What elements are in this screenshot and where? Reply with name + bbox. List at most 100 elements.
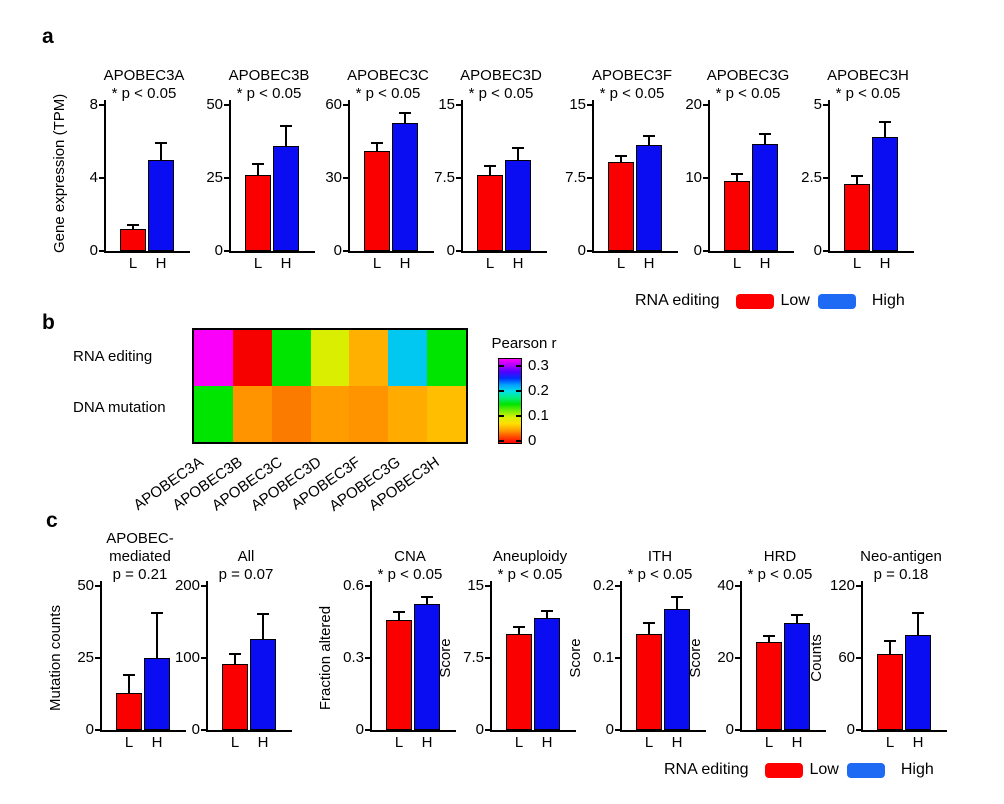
heatmap-cell-RNA-editing-APOBEC3B (232, 330, 272, 386)
error-whisker-H (764, 133, 766, 145)
y-axis-tick (735, 657, 740, 659)
x-axis (740, 730, 826, 732)
x-tick-label: H (879, 255, 891, 272)
plot-area: 0 7.5 15 L H (434, 96, 547, 272)
error-cap-L (763, 634, 775, 637)
legend-label-high: High (871, 292, 905, 309)
y-tick-label: 7.5 (463, 649, 484, 666)
heatmap-cell-RNA-editing-APOBEC3F (349, 330, 389, 386)
error-whisker-H (156, 611, 158, 658)
y-axis-tick (365, 729, 370, 731)
plot-area: 0 7.5 15 L H (565, 96, 678, 272)
bar-low (636, 634, 662, 730)
error-cap-L (643, 622, 655, 624)
chart-title: All p = 0.07 (218, 548, 274, 583)
heatmap-cell-RNA-editing-APOBEC3A (194, 330, 233, 386)
error-cap-L (513, 626, 525, 629)
bar-high (534, 617, 560, 730)
x-tick-label: L (485, 255, 495, 272)
bar-low (116, 692, 142, 730)
y-axis-tick (343, 177, 348, 179)
y-tick-label: 200 (174, 577, 200, 594)
x-tick-label: L (644, 734, 654, 751)
error-cap-L (229, 652, 241, 655)
bar-high (250, 638, 276, 730)
panel-a-label: a (42, 25, 54, 48)
y-axis-tick (456, 177, 461, 179)
y-axis-tick (99, 250, 104, 252)
error-cap-L (615, 154, 627, 157)
bar-low (724, 180, 750, 251)
x-tick-label: H (399, 255, 411, 272)
colorbar-tick-label: 0.3 (528, 356, 549, 374)
x-axis (861, 730, 947, 732)
x-tick-label: H (541, 734, 553, 751)
x-tick-label: H (912, 734, 924, 751)
y-tick-label: 40 (717, 577, 734, 594)
y-tick-label: 100 (174, 649, 200, 666)
error-whisker-H (648, 135, 650, 145)
plot-area: 0 2.5 5 L H (801, 96, 914, 272)
error-whisker-H (917, 612, 919, 636)
bar-chart-ith: ITH * p < 0.05 0 0.1 0.2 L H Score (567, 524, 716, 764)
y-axis-tick (485, 585, 490, 587)
y-axis-tick (224, 104, 229, 106)
y-tick-label: 0 (846, 721, 855, 738)
heatmap-cell-DNA-mutation-APOBEC3C (271, 386, 311, 442)
bar-low (844, 183, 870, 251)
error-cap-L (123, 673, 135, 676)
y-tick-label: 0.2 (593, 577, 614, 594)
y-tick-label: 0 (725, 721, 734, 738)
y-axis-label: Score (687, 638, 704, 678)
y-axis-tick (735, 729, 740, 731)
error-whisker-L (257, 163, 259, 176)
y-tick-label: 0 (577, 242, 586, 259)
colorbar-tick-label: 0 (528, 432, 537, 450)
y-axis-label: Counts (808, 634, 825, 682)
bar-low (120, 229, 146, 251)
y-tick-label: 60 (325, 96, 342, 113)
bar-chart-apobec3h: APOBEC3H * p < 0.05 0 2.5 5 L H (794, 43, 924, 283)
bar-high (636, 144, 662, 251)
plot-area: 0 0.3 0.6 L H (343, 577, 456, 751)
x-tick-label: L (514, 734, 524, 751)
y-tick-label: 50 (206, 96, 223, 113)
x-tick-label: L (394, 734, 404, 751)
y-tick-label: 0 (813, 242, 822, 259)
error-cap-H (512, 146, 524, 149)
legend-label-low: Low (809, 761, 839, 778)
colorbar-gradient (498, 358, 522, 444)
heatmap-cell-DNA-mutation-APOBEC3F (349, 386, 389, 442)
x-tick-label: H (671, 734, 683, 751)
error-cap-H (257, 612, 269, 615)
y-tick-label: 15 (438, 96, 455, 113)
x-tick-label: H (512, 255, 524, 272)
error-cap-H (399, 112, 411, 115)
chart-title: APOBEC3B * p < 0.05 (228, 67, 310, 102)
chart-title: Aneuploidy * p < 0.05 (492, 548, 568, 583)
error-cap-L (851, 175, 863, 178)
y-axis-tick (201, 585, 206, 587)
error-cap-H (879, 121, 891, 124)
legend-label-high: High (900, 761, 934, 778)
colorbar-tick-right (516, 440, 521, 443)
y-axis-label: Score (567, 638, 584, 678)
bar-chart-neo-antigen: Neo-antigen p = 0.18 0 60 120 L H Counts (808, 524, 957, 764)
error-whisker-L (234, 652, 236, 665)
bar-high (414, 604, 440, 730)
rna-editing-legend: RNA editing Low High (635, 292, 905, 310)
chart-title: Neo-antigen p = 0.18 (860, 548, 942, 583)
y-axis-tick (456, 250, 461, 252)
bar-low (608, 162, 634, 251)
plot-area: 0 10 20 L H (685, 96, 794, 272)
error-whisker-L (736, 172, 738, 181)
error-whisker-L (889, 640, 891, 655)
x-tick-label: L (852, 255, 862, 272)
error-whisker-L (768, 634, 770, 643)
bar-high (273, 145, 299, 251)
y-tick-label: 50 (77, 577, 94, 594)
error-cap-H (759, 133, 771, 136)
y-tick-label: 0 (89, 242, 98, 259)
